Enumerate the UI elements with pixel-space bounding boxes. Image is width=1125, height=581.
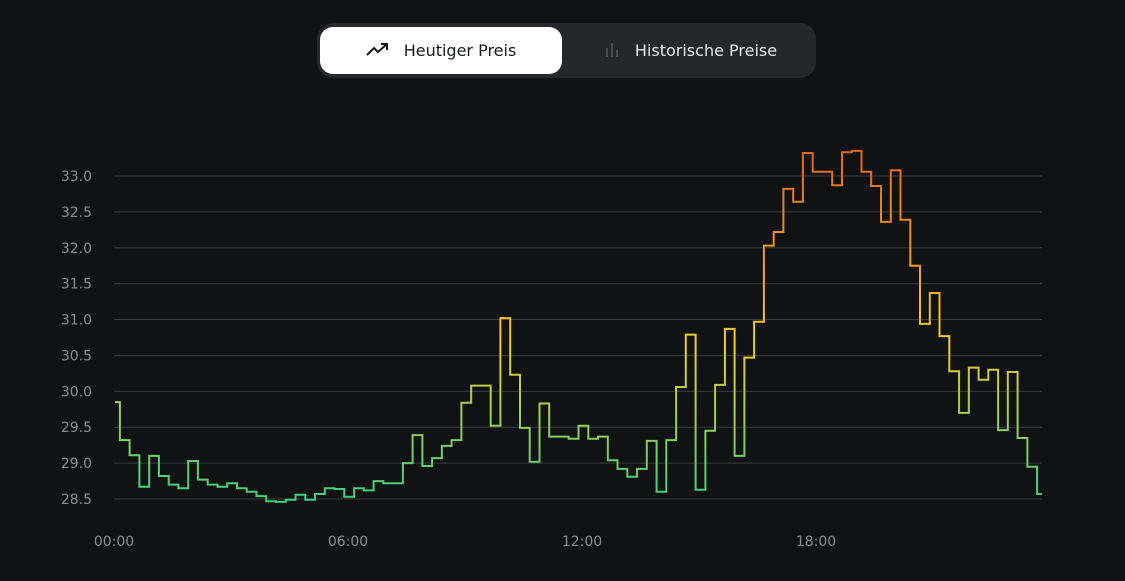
y-tick-label: 28.5 <box>61 492 92 508</box>
trending-up-icon <box>365 41 390 61</box>
x-tick-label: 18:00 <box>796 534 836 550</box>
x-tick-label: 00:00 <box>94 534 134 550</box>
price-view-toggle: Heutiger Preis Historische Preise <box>317 23 816 78</box>
tab-todays-price-label: Heutiger Preis <box>403 41 517 60</box>
y-tick-label: 29.0 <box>61 456 92 472</box>
x-tick-label: 12:00 <box>562 534 602 550</box>
tab-historical-prices-label: Historische Preise <box>634 41 778 60</box>
bar-chart-icon <box>603 40 621 62</box>
tab-todays-price[interactable]: Heutiger Preis <box>320 27 562 74</box>
y-tick-label: 30.5 <box>61 348 92 364</box>
y-tick-label: 30.0 <box>61 384 92 400</box>
y-tick-label: 31.5 <box>61 277 92 293</box>
y-tick-label: 29.5 <box>61 420 92 436</box>
y-tick-label: 32.5 <box>61 205 92 221</box>
y-tick-label: 33.0 <box>61 169 92 185</box>
y-tick-label: 32.0 <box>61 241 92 257</box>
price-step-line <box>115 149 1042 503</box>
x-tick-label: 06:00 <box>328 534 368 550</box>
tab-historical-prices[interactable]: Historische Preise <box>567 27 813 74</box>
y-tick-label: 31.0 <box>61 313 92 329</box>
